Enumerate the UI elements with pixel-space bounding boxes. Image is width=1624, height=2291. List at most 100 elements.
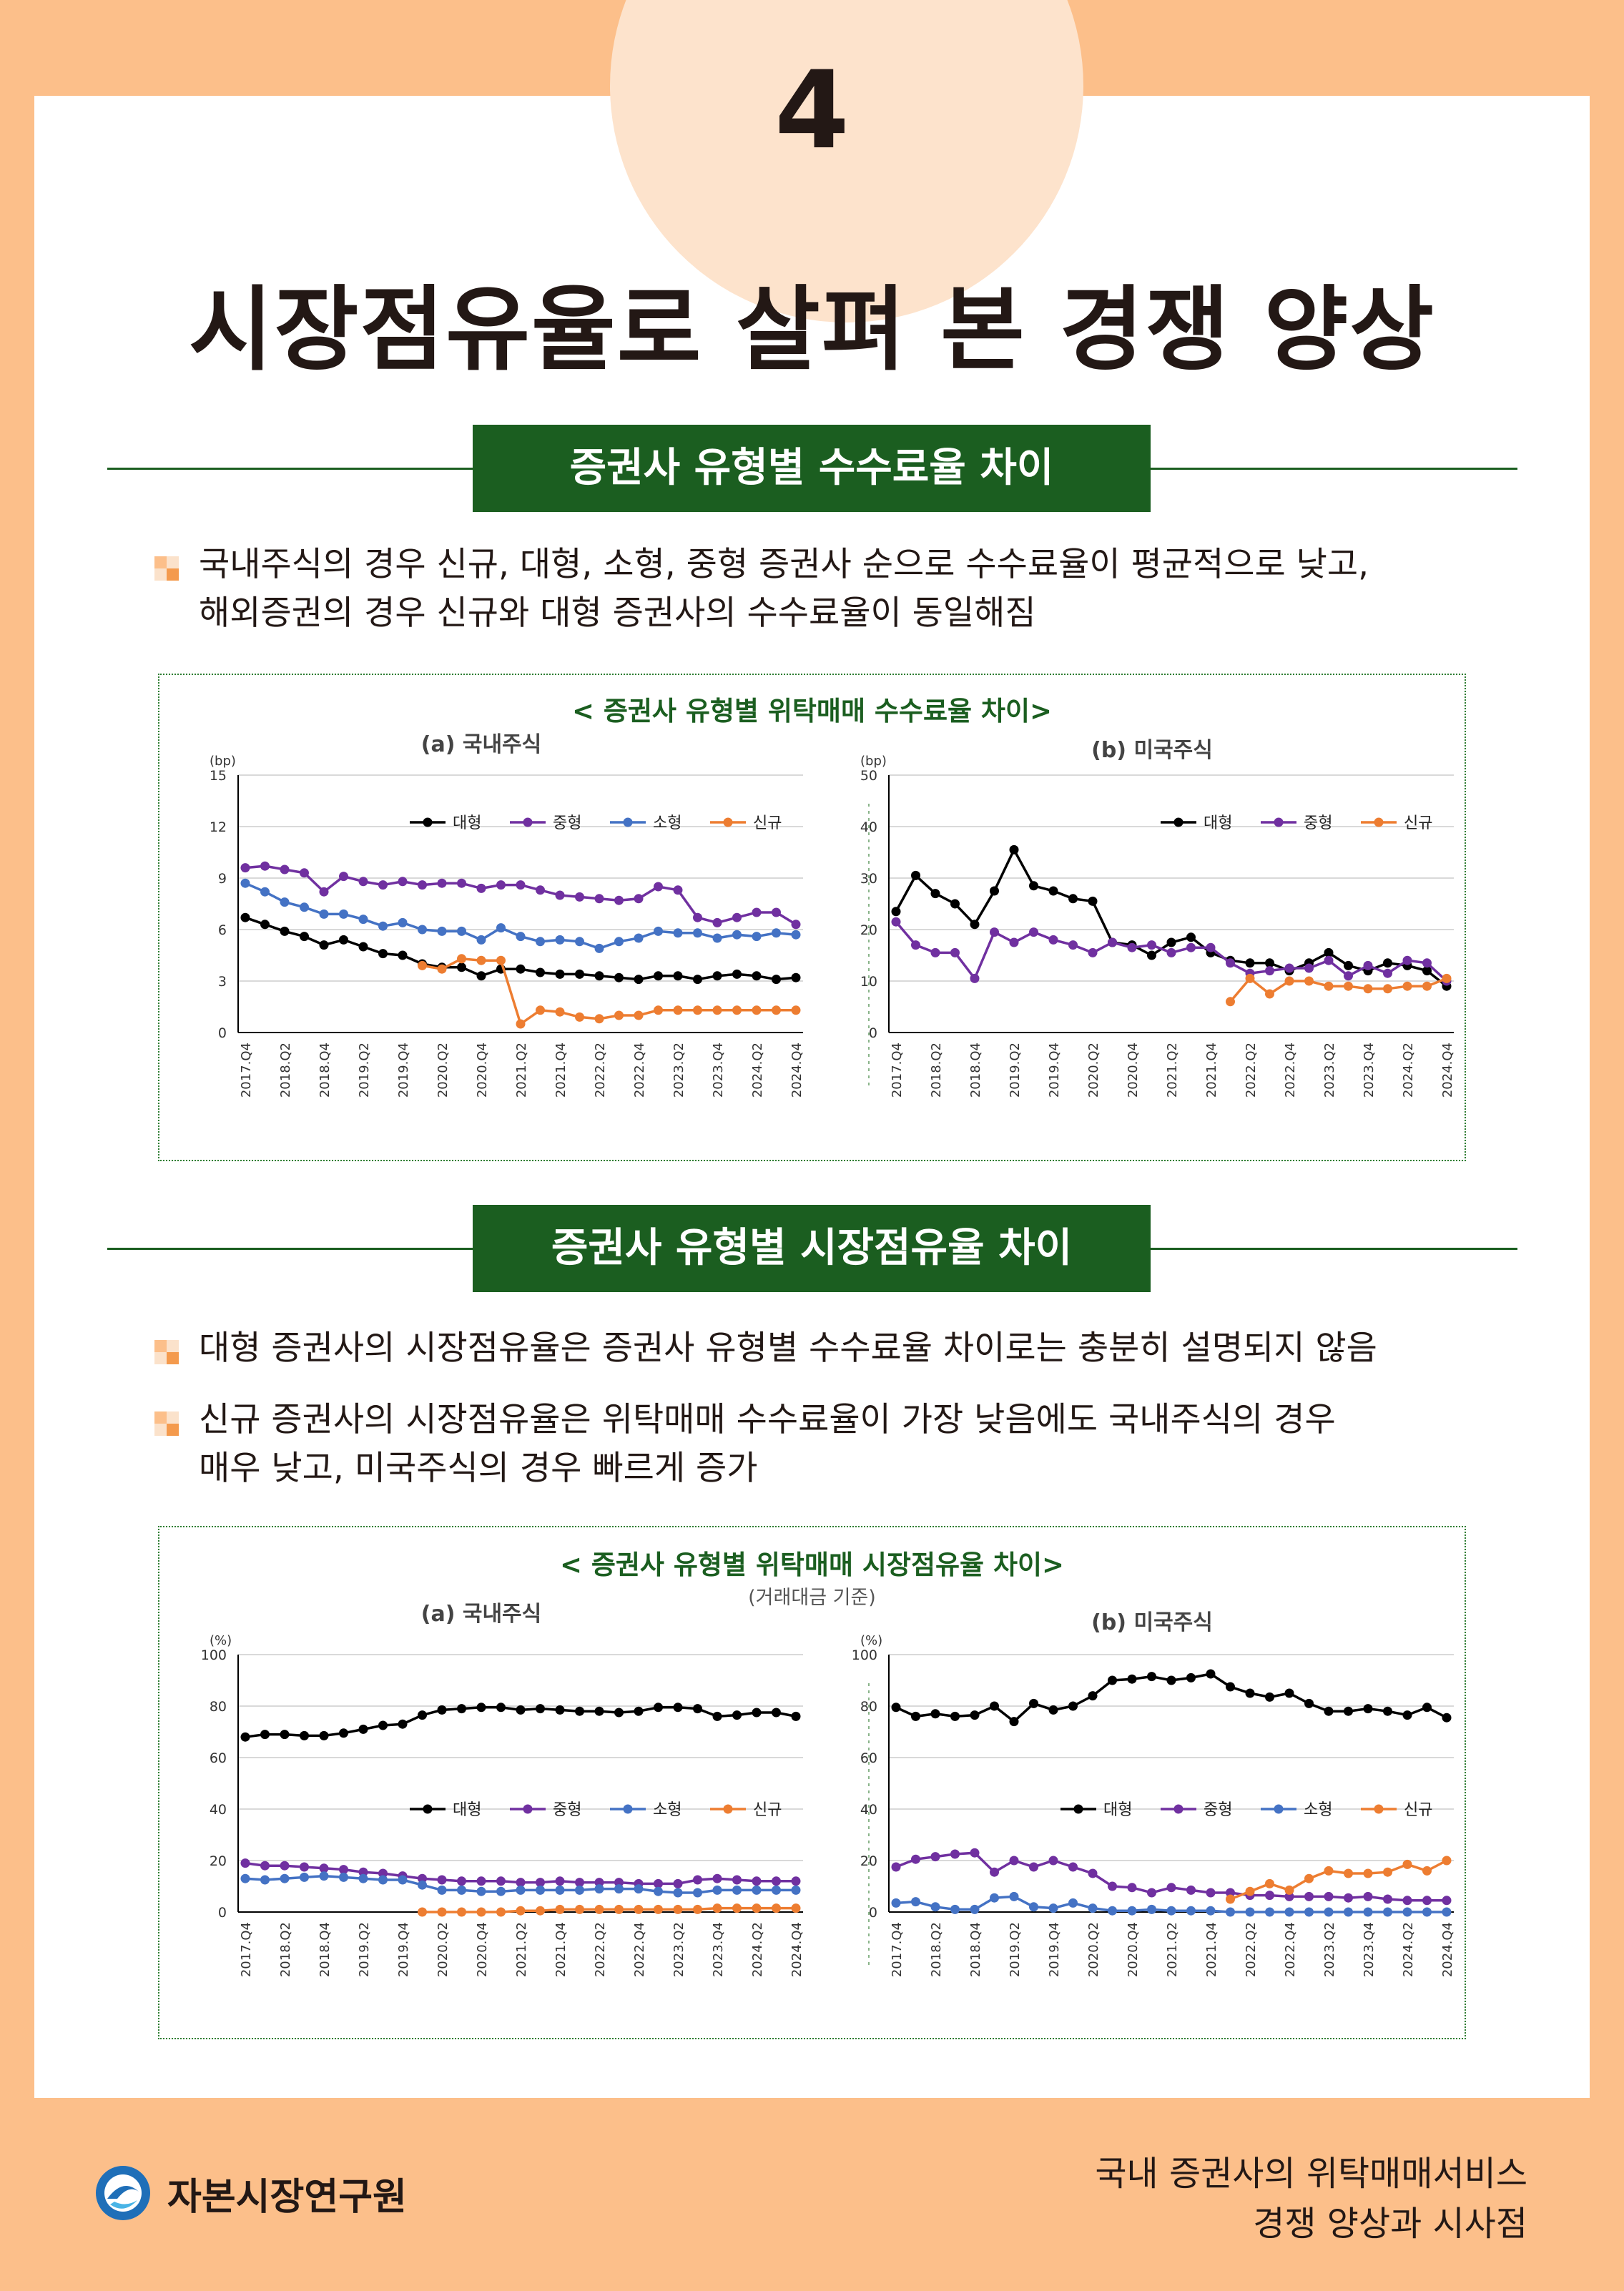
data-point-대형 [536,967,545,977]
data-point-중형 [693,912,702,922]
x-tick-label: 2023.Q4 [1362,1043,1377,1098]
data-point-소형 [1166,1906,1176,1916]
fee-figure-panel: < 증권사 유형별 위탁매매 수수료율 차이> (a) 국내주식 (b) 미국주… [158,674,1466,1161]
x-tick-label: 2019.Q4 [1047,1922,1062,1977]
section1-bullet-1: 국내주식의 경우 신규, 대형, 소형, 중형 증권사 순으로 수수료율이 평균… [154,541,1445,638]
data-point-대형 [772,975,781,985]
data-point-대형 [1088,896,1098,906]
legend-label-중형: 중형 [553,814,581,832]
bullet-text: 대형 증권사의 시장점유율은 증권사 유형별 수수료율 차이로는 충분히 설명되… [199,1329,1377,1368]
kcmi-logo-icon [96,2166,150,2220]
x-tick-label: 2020.Q4 [475,1922,490,1977]
data-point-중형 [594,1878,604,1888]
data-point-중형 [476,883,486,893]
data-point-소형 [1009,1891,1019,1901]
data-point-중형 [1226,1888,1235,1898]
x-tick-label: 2024.Q4 [1440,1922,1455,1977]
data-point-중형 [575,892,584,902]
data-point-소형 [930,1902,940,1912]
data-point-중형 [930,1852,940,1862]
data-point-중형 [319,887,329,897]
x-tick-label: 2019.Q2 [1008,1922,1023,1977]
data-point-신규 [1284,976,1294,986]
data-point-신규 [1226,997,1235,1007]
data-point-대형 [1127,1674,1137,1684]
data-point-신규 [712,1903,722,1913]
y-tick-label: 20 [210,1853,227,1869]
data-point-소형 [673,928,683,938]
data-point-신규 [476,1907,486,1917]
data-point-대형 [496,1703,506,1713]
y-tick-label: 0 [218,1905,227,1921]
data-point-소형 [418,925,427,935]
x-tick-label: 2023.Q2 [671,1922,686,1977]
x-tick-label: 2022.Q2 [1244,1043,1259,1098]
data-point-소형 [516,932,526,942]
data-point-소형 [1226,1907,1235,1917]
data-point-중형 [791,1876,801,1886]
x-tick-label: 2022.Q2 [593,1922,608,1977]
data-point-대형 [1029,881,1038,891]
data-point-소형 [791,930,801,940]
data-point-신규 [712,1005,722,1015]
data-point-신규 [575,1012,584,1022]
bullet-text-cont: 매우 낮고, 미국주식의 경우 빠르게 증가 [199,1449,758,1488]
y-tick-label: 100 [852,1647,877,1663]
data-point-대형 [614,1708,624,1718]
share-us-subtitle: (b) 미국주식 [1091,1610,1213,1635]
data-point-소형 [398,917,408,927]
data-point-신규 [1245,973,1255,983]
x-tick-label: 2019.Q4 [1047,1043,1062,1098]
data-point-신규 [1324,981,1334,991]
x-tick-label: 2020.Q2 [1086,1043,1101,1098]
data-point-대형 [1166,1675,1176,1685]
data-point-중형 [240,863,250,873]
data-point-대형 [1088,1691,1098,1701]
data-point-소형 [693,928,702,938]
data-point-중형 [1442,1896,1452,1906]
bullet-square-icon [154,1411,179,1436]
data-point-중형 [891,917,901,927]
data-point-대형 [240,1732,250,1742]
data-point-소형 [1186,1906,1196,1916]
data-point-대형 [1245,958,1255,968]
data-point-중형 [791,920,801,930]
data-point-신규 [1245,1886,1255,1896]
x-tick-label: 2023.Q2 [1322,1043,1337,1098]
data-point-신규 [516,1019,526,1029]
data-point-중형 [398,877,408,887]
y-tick-label: 40 [860,1802,877,1818]
data-point-신규 [1226,1894,1235,1904]
x-tick-label: 2021.Q4 [1204,1922,1219,1977]
data-point-중형 [1304,1891,1314,1901]
x-tick-label: 2021.Q2 [1165,1043,1180,1098]
bullet-square-icon [154,1340,179,1364]
data-point-소형 [1442,1907,1452,1917]
x-tick-label: 2023.Q4 [711,1922,726,1977]
fee-us-chart: (bp) 0 10 20 30 40 50 2017.Q4 2018.Q2 2018.Q4 2019… [860,754,1455,1098]
y-tick-label: 50 [860,768,877,784]
data-point-소형 [1088,1903,1098,1913]
data-point-중형 [457,878,466,888]
data-point-대형 [1324,947,1334,957]
data-point-중형 [1147,1888,1156,1898]
data-point-중형 [1127,1883,1137,1893]
legend-marker-중형 [523,1804,533,1814]
data-point-신규 [1442,1856,1452,1866]
data-point-중형 [1265,1891,1274,1901]
data-point-신규 [791,1005,801,1015]
data-point-소형 [1304,1907,1314,1917]
data-point-소형 [260,1875,270,1885]
data-point-소형 [319,1871,329,1881]
data-point-중형 [1186,1885,1196,1895]
legend-marker-중형 [523,817,533,827]
data-point-대형 [516,1705,526,1715]
data-point-대형 [1284,1688,1294,1698]
data-point-신규 [634,1904,644,1914]
data-point-중형 [536,885,545,895]
data-point-중형 [1422,958,1432,968]
data-point-소형 [1265,1907,1274,1917]
data-point-대형 [1048,1705,1058,1715]
data-point-신규 [1324,1866,1334,1876]
x-tick-label: 2020.Q4 [1126,1043,1141,1098]
